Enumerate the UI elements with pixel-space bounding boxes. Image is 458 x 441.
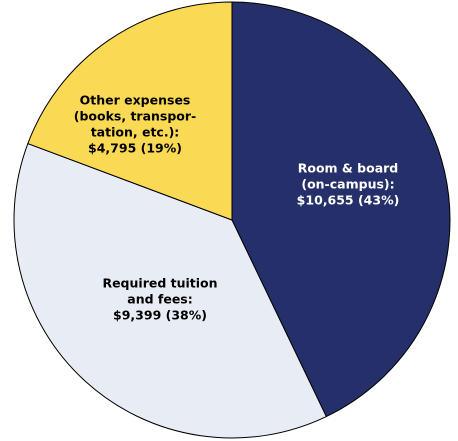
slice-label: tation, etc.): <box>91 125 180 140</box>
pie-slice <box>13 142 327 439</box>
slice-label: (books, transpor- <box>74 109 197 124</box>
slice-label: and fees: <box>127 292 192 307</box>
pie-slice <box>27 1 233 221</box>
value-label: $10,655 (43%) <box>297 193 400 208</box>
value-label: $4,795 (19%) <box>88 141 182 156</box>
slice-label: Other expenses <box>80 93 191 108</box>
slice-label: (on-campus): <box>301 177 394 192</box>
slice-label: Required tuition <box>102 276 217 291</box>
pie-slice <box>231 1 451 418</box>
value-label: $9,399 (38%) <box>113 308 207 323</box>
slice-label: Room & board <box>298 161 399 176</box>
